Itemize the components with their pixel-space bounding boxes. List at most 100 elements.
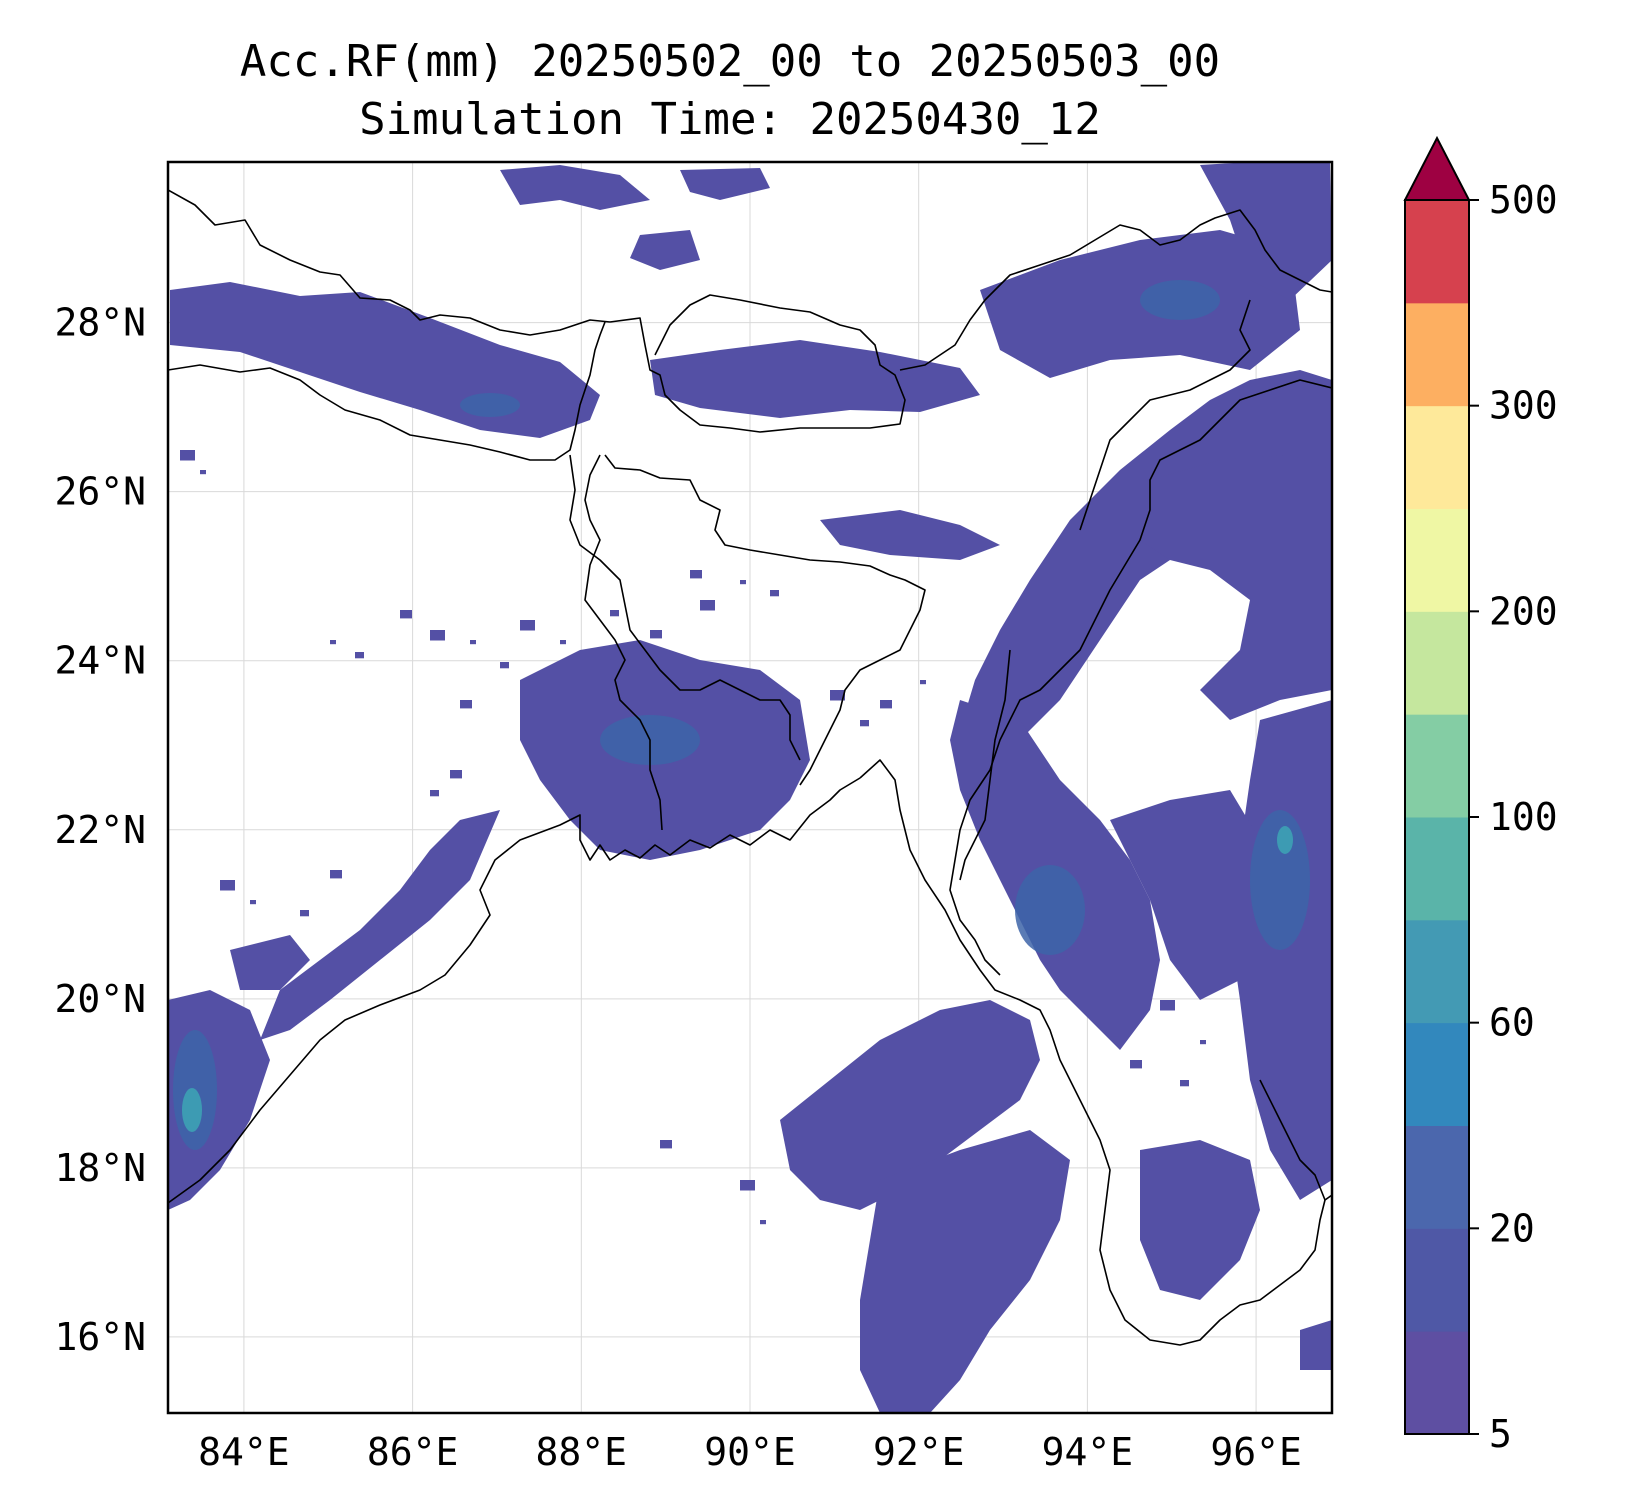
rain-cell (860, 720, 869, 727)
rain-myanmar-north (1140, 455, 1332, 720)
rain-cell (300, 910, 309, 917)
rain-cell (430, 790, 439, 797)
rain-cell (330, 870, 342, 879)
longitude-tick-labels: 84°E 86°E 88°E 90°E 92°E 94°E 96°E (198, 1430, 1302, 1474)
rain-core (460, 393, 520, 417)
rain-myanmar-south (1140, 1140, 1260, 1300)
rain-cell (450, 770, 462, 779)
coastlines-borders (168, 189, 1332, 1346)
colorbar-bin (1405, 302, 1469, 407)
rain-tibet-north-2 (630, 230, 700, 270)
rain-ne-corner (1200, 162, 1332, 300)
rain-cell (1180, 1080, 1189, 1087)
colorbar-bin (1405, 817, 1469, 921)
colorbar-bin (1405, 405, 1469, 509)
rain-core (1250, 810, 1310, 950)
colorbar-tick-label: 60 (1489, 1001, 1535, 1045)
india-east-coastline (168, 777, 861, 1204)
rain-cell (560, 640, 566, 645)
lat-tick-label: 16°N (54, 1315, 146, 1359)
bangladesh-west-border (604, 454, 926, 786)
colorbar-tick-label: 5 (1489, 1412, 1512, 1456)
colorbar-bin (1405, 714, 1469, 818)
rain-cell (740, 580, 746, 585)
colorbar-bin (1405, 1022, 1469, 1126)
rain-cell (1130, 1060, 1142, 1069)
colorbar-bin (1405, 919, 1469, 1024)
rain-tibet-north (500, 165, 650, 210)
map-title: Acc.RF(mm) 20250502_00 to 20250503_00 (239, 36, 1221, 87)
mizoram-border (959, 649, 1011, 881)
map-frame (166, 160, 1334, 1415)
colorbar-extend-arrow (1403, 135, 1471, 201)
rain-heavy-core (1277, 826, 1293, 854)
rain-cell (500, 662, 509, 669)
lat-tick-label: 20°N (54, 977, 146, 1021)
rain-cell (1160, 1000, 1175, 1011)
bangladesh-inner-border (584, 454, 663, 831)
rain-cell (690, 570, 702, 579)
lon-tick-label: 86°E (367, 1430, 459, 1474)
rain-core (1015, 865, 1085, 955)
rain-cell (430, 630, 445, 641)
rain-north-nepal (170, 282, 600, 438)
colorbar-bin (1405, 1331, 1469, 1435)
rain-cell (770, 590, 779, 597)
colorbar-tick-label: 200 (1489, 589, 1558, 633)
rain-cell (830, 690, 845, 701)
myanmar-inland-border (1079, 299, 1251, 531)
colorbar-tick-label: 100 (1489, 795, 1558, 839)
colorbar: 5 20 60 100 200 300 500 (1403, 135, 1558, 1456)
india-bangladesh-mid-border (569, 454, 801, 761)
lat-tick-label: 28°N (54, 301, 146, 345)
nepal-south-border (168, 321, 606, 461)
colorbar-bins (1405, 200, 1469, 1435)
andaman-shore (1259, 1079, 1326, 1201)
rain-cell (610, 610, 619, 617)
rain-arunachal (980, 230, 1300, 378)
colorbar-tick-label: 20 (1489, 1206, 1535, 1250)
colorbar-bin (1405, 200, 1469, 304)
rain-tibet-north-3 (680, 168, 770, 200)
rainfall-fill (168, 162, 1332, 1413)
india-myanmar-border (949, 379, 1332, 976)
lon-tick-label: 90°E (704, 1430, 796, 1474)
rain-cell (760, 1220, 766, 1225)
rain-cell (470, 640, 476, 645)
rain-bay-south (860, 1130, 1070, 1413)
rain-cell (400, 610, 412, 619)
rain-myanmar-west (1230, 700, 1332, 1200)
rain-cell (700, 600, 715, 611)
rain-cell (200, 470, 206, 475)
lon-tick-label: 84°E (198, 1430, 290, 1474)
map-subtitle: Simulation Time: 20250430_12 (359, 94, 1101, 145)
colorbar-tick-label: 500 (1489, 178, 1558, 222)
rain-cell (650, 630, 662, 639)
colorbar-bin (1405, 611, 1469, 715)
colorbar-ticks (1469, 199, 1479, 1435)
rain-meghalaya-strip (820, 510, 1000, 560)
rain-cell (330, 640, 336, 645)
rain-cell (220, 880, 235, 891)
rain-cell (1200, 1040, 1206, 1045)
rain-bhutan (650, 340, 980, 418)
colorbar-bin (1405, 1125, 1469, 1229)
lat-tick-label: 22°N (54, 808, 146, 852)
latitude-tick-labels: 16°N 18°N 20°N 22°N 24°N 26°N 28°N (54, 301, 146, 1359)
colorbar-tick-labels: 5 20 60 100 200 300 500 (1489, 178, 1558, 1456)
arunachal-border (899, 209, 1332, 371)
rain-cell (920, 680, 926, 685)
rain-cell (1110, 1030, 1119, 1037)
rain-west-edge-2 (230, 935, 310, 990)
rain-cell (250, 900, 256, 905)
bangladesh-myanmar-coastline (859, 759, 1332, 1346)
colorbar-tick-label: 300 (1489, 384, 1558, 428)
lon-tick-label: 88°E (536, 1430, 628, 1474)
rain-se-corner (1300, 1320, 1332, 1370)
lon-tick-label: 96°E (1210, 1430, 1302, 1474)
rain-cell (880, 700, 892, 709)
rain-scatter-cells (180, 450, 1206, 1225)
rain-cell (660, 1140, 672, 1149)
lat-tick-label: 26°N (54, 470, 146, 514)
